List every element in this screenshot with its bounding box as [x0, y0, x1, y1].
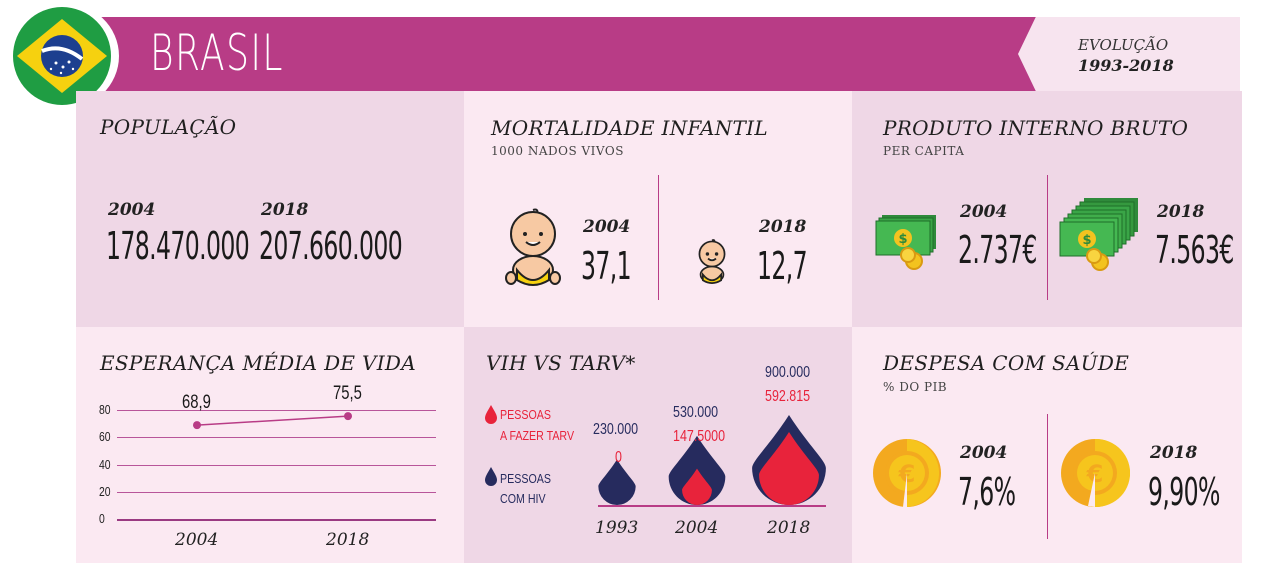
hiv-value-label: 900.000 [765, 364, 811, 381]
gridline [117, 491, 436, 493]
baby-icon-large [505, 208, 561, 286]
life-expectancy-x-label: 2018 [326, 530, 370, 550]
hiv-value-label: 230.000 [593, 421, 639, 438]
population-value-2018: 207.660.000 [259, 224, 403, 268]
tarv-value-label: 147.5000 [673, 428, 726, 445]
life-expectancy-panel [76, 327, 464, 563]
hiv-year-label: 2018 [767, 518, 811, 538]
legend-hiv-line2: COM HIV [500, 491, 546, 506]
gdp-title: PRODUTO INTERNO BRUTO [883, 116, 1189, 140]
country-title: BRASIL [150, 24, 284, 82]
population-value-2004: 178.470.000 [106, 224, 250, 268]
gridline [117, 519, 436, 521]
mortality-title: MORTALIDADE INFANTIL [491, 116, 768, 140]
money-icon-small: $ [875, 215, 936, 270]
gdp-value-2018: 7.563€ [1155, 228, 1234, 272]
navy-drop-legend-icon [485, 467, 497, 486]
population-year-2018: 2018 [261, 200, 309, 220]
health-value-2018: 9,90% [1148, 470, 1220, 514]
health-year-2004: 2004 [960, 443, 1008, 463]
money-icon-large: $ [1059, 198, 1138, 271]
tarv-value-label: 592.815 [765, 388, 811, 405]
mortality-year-2004: 2004 [583, 217, 631, 237]
gdp-year-2018: 2018 [1157, 202, 1205, 222]
mortality-subtitle: 1000 NADOS VIVOS [491, 144, 624, 158]
health-value-2004: 7,6% [958, 470, 1016, 514]
gdp-value-2004: 2.737€ [958, 228, 1037, 272]
y-tick-label: 20 [99, 483, 111, 499]
evolution-years: 1993-2018 [1078, 56, 1174, 75]
y-tick-label: 60 [99, 429, 111, 445]
hiv-baseline [598, 505, 826, 507]
svg-text:€: € [1086, 460, 1104, 488]
pie-coin-icon-2018: € [1061, 438, 1130, 507]
gdp-year-2004: 2004 [960, 202, 1008, 222]
y-tick-label: 80 [99, 402, 111, 417]
gdp-subtitle: PER CAPITA [883, 144, 965, 158]
brazil-flag-icon [5, 2, 119, 110]
population-title: POPULAÇÃO [100, 115, 237, 139]
svg-text:€: € [898, 460, 916, 488]
mortality-year-2018: 2018 [759, 217, 807, 237]
mortality-value-2004: 37,1 [581, 244, 632, 288]
hiv-year-label: 1993 [595, 518, 639, 538]
red-drop-legend-icon [485, 405, 497, 424]
legend-hiv-line1: PESSOAS [500, 471, 551, 486]
gridline [117, 410, 436, 411]
tarv-value-label: 0 [615, 449, 622, 466]
pie-coin-icon-2004: € [873, 439, 941, 508]
svg-text:$: $ [898, 232, 907, 247]
life-expectancy-data-label: 75,5 [333, 383, 362, 405]
y-tick-label: 40 [99, 456, 111, 472]
evolution-badge [1018, 17, 1240, 91]
population-panel [76, 91, 464, 327]
health-year-2018: 2018 [1150, 443, 1198, 463]
legend-tarv-line2: A FAZER TARV [500, 428, 575, 443]
mortality-value-2018: 12,7 [757, 244, 808, 288]
life-expectancy-title: ESPERANÇA MÉDIA DE VIDA [100, 351, 416, 375]
health-divider [1047, 414, 1048, 539]
hiv-title: VIH VS TARV* [486, 351, 636, 375]
gridline [117, 437, 436, 439]
hiv-year-label: 2004 [675, 518, 719, 538]
legend-tarv-line1: PESSOAS [500, 407, 551, 422]
population-year-2004: 2004 [108, 200, 156, 220]
life-expectancy-x-label: 2004 [175, 530, 219, 550]
gridline [117, 464, 436, 466]
evolution-label: EVOLUÇÃO [1078, 36, 1169, 54]
hiv-value-label: 530.000 [673, 404, 719, 421]
svg-text:$: $ [1082, 233, 1091, 248]
baby-icon-small [698, 239, 726, 284]
health-spending-title: DESPESA COM SAÚDE [883, 351, 1130, 375]
gdp-divider [1047, 175, 1048, 300]
life-expectancy-data-label: 68,9 [182, 392, 211, 414]
y-tick-label: 0 [99, 511, 105, 526]
mortality-divider [658, 175, 659, 300]
health-spending-subtitle: % DO PIB [883, 380, 948, 394]
